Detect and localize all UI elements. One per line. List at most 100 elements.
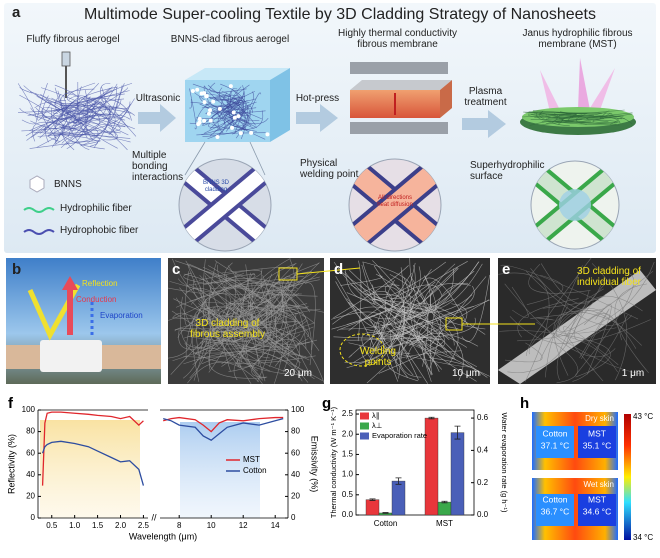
fiber (217, 264, 286, 307)
colorbar (624, 414, 631, 540)
scale-bar: 10 μm (452, 368, 480, 379)
colorbar-label: 34 °C (633, 533, 653, 542)
temperature-label: 36.7 °C (541, 506, 569, 516)
fiber (304, 282, 316, 350)
fiber (507, 290, 590, 373)
fiber (609, 115, 633, 125)
scale-bar: 20 μm (284, 368, 312, 379)
fiber (517, 298, 579, 338)
arrow (462, 110, 506, 138)
fiber (263, 315, 306, 335)
fiber (359, 283, 477, 368)
y2-tick-label: 20 (291, 492, 300, 501)
fiber (266, 263, 320, 315)
fiber (54, 86, 119, 145)
x-tick-label: MST (436, 519, 453, 528)
fiber (194, 305, 308, 325)
x-tick-label: 2.5 (138, 521, 150, 530)
fiber (586, 303, 612, 375)
legend-label: Hydrophobic fiber (60, 225, 139, 236)
nanosheet (202, 100, 207, 105)
fiber (45, 93, 125, 143)
fiber (108, 98, 135, 136)
fiber (257, 330, 301, 363)
fiber (183, 272, 208, 285)
caption: 3D cladding of fibrous assembly (189, 318, 266, 340)
plasma-ray (590, 68, 615, 110)
zoom-line (249, 141, 266, 176)
fiber (172, 312, 220, 349)
annotation: Reflection (82, 279, 118, 288)
fiber (85, 82, 133, 141)
fiber (340, 275, 383, 286)
temperature-label: 34.6 °C (583, 506, 611, 516)
fiber (332, 306, 420, 337)
fiber (183, 275, 272, 358)
nanosheet (202, 118, 207, 123)
weld-marker (339, 333, 385, 367)
nanosheet (199, 91, 204, 96)
fiber (194, 273, 312, 336)
y2-tick-label: 40 (291, 470, 300, 479)
sample-label: Cotton (542, 494, 567, 504)
cube-top (185, 68, 290, 80)
legend-label: λ⊥ (372, 421, 383, 430)
fiber (175, 293, 231, 350)
process-label: Hot-press (295, 93, 340, 104)
fiber (579, 308, 610, 360)
fiber (42, 89, 113, 119)
fiber (200, 90, 231, 97)
x-tick-label: 1.0 (69, 521, 81, 530)
fiber (528, 301, 584, 355)
cube-side (270, 68, 290, 142)
fiber (31, 131, 99, 147)
series-line (41, 440, 145, 486)
cotton-region (536, 426, 574, 458)
fiber (51, 107, 105, 150)
fiber (385, 298, 454, 326)
fiber (553, 342, 579, 384)
fiber (376, 326, 440, 373)
fiber (265, 309, 297, 367)
callout: Physical welding point (300, 158, 359, 180)
x-tick-label: 2.0 (115, 521, 127, 530)
fiber (526, 274, 564, 305)
fiber (168, 297, 193, 359)
sem-texture (168, 258, 324, 384)
fiber (28, 113, 93, 133)
caption: Welding points (360, 346, 396, 368)
fiber (388, 350, 462, 382)
fiber (532, 111, 621, 124)
panel-label: c (172, 261, 181, 278)
panel-label: f (8, 395, 14, 412)
fiber (335, 262, 416, 329)
fiber (25, 124, 46, 141)
fiber (202, 266, 242, 326)
fiber (204, 110, 245, 134)
error-bar (454, 425, 461, 440)
legend-swatch (360, 422, 369, 430)
press-plate (350, 62, 448, 74)
fiber (245, 264, 260, 366)
fiber (275, 263, 314, 335)
fiber (202, 294, 284, 341)
sample-label: Cotton (542, 428, 567, 438)
step-label: Fluffy fibrous aerogel (26, 34, 120, 45)
fiber (384, 279, 456, 360)
fiber (584, 313, 622, 341)
nanosheet (230, 125, 235, 130)
fiber (201, 98, 256, 109)
fiber (198, 267, 294, 281)
panel-label: e (502, 261, 511, 278)
fiber (186, 282, 226, 297)
fiber (350, 284, 473, 314)
fiber (389, 274, 429, 329)
fiber (203, 309, 240, 368)
bar (391, 480, 406, 516)
fiber (36, 96, 114, 135)
fiber (32, 121, 101, 142)
conduction-arrowhead (62, 276, 78, 290)
fiber (388, 338, 423, 354)
process-label: Plasma treatment (464, 86, 507, 108)
fiber (346, 292, 467, 348)
